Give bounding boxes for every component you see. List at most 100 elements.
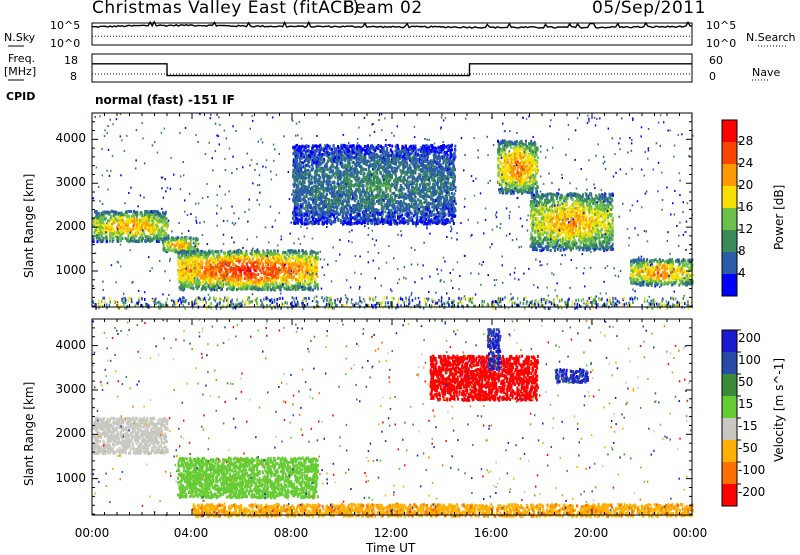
power-cell xyxy=(196,254,198,257)
power-cell xyxy=(161,221,163,224)
power-cell xyxy=(113,232,115,235)
power-cell xyxy=(314,281,316,284)
power-cell xyxy=(337,150,339,153)
power-cell xyxy=(195,267,197,270)
power-cell xyxy=(122,216,124,219)
power-cell xyxy=(299,195,301,198)
power-cell xyxy=(181,287,183,290)
power-cell xyxy=(177,260,179,263)
power-cell xyxy=(190,270,192,273)
power-cell xyxy=(147,211,149,214)
power-cell xyxy=(451,192,453,195)
power-cell xyxy=(177,273,179,276)
power-cell xyxy=(189,237,191,240)
power-cell xyxy=(295,286,297,289)
power-cell xyxy=(151,210,153,213)
power-cell xyxy=(179,246,181,249)
power-cell xyxy=(109,240,111,243)
power-cell xyxy=(238,266,240,269)
power-cell xyxy=(100,225,102,228)
power-cell xyxy=(257,273,259,276)
power-cell xyxy=(267,283,269,286)
power-cell xyxy=(285,251,287,254)
power-cell xyxy=(453,222,455,225)
power-cell xyxy=(246,262,248,265)
power-cell xyxy=(133,238,135,241)
power-cell xyxy=(192,281,194,284)
power-cell xyxy=(195,286,197,289)
power-cell xyxy=(304,274,306,277)
power-cell xyxy=(328,176,330,179)
power-cell xyxy=(454,145,456,148)
power-cell xyxy=(317,256,319,259)
power-cell xyxy=(301,265,303,268)
power-cell xyxy=(402,146,404,149)
power-cell xyxy=(273,279,275,282)
power-cell xyxy=(136,223,138,226)
power-cell xyxy=(187,256,189,259)
power-cell xyxy=(114,211,116,214)
power-cell xyxy=(154,231,156,234)
power-cell xyxy=(221,256,223,259)
power-cell xyxy=(146,239,148,242)
power-cell xyxy=(273,257,275,260)
power-cell xyxy=(145,211,147,214)
power-cell xyxy=(134,220,136,223)
power-cell xyxy=(208,271,210,274)
power-cell xyxy=(317,190,319,193)
power-cell xyxy=(366,198,368,201)
power-cell xyxy=(316,269,318,272)
power-cell xyxy=(197,266,199,269)
power-cell xyxy=(175,250,177,253)
power-cell xyxy=(213,259,215,262)
power-cell xyxy=(336,173,338,176)
power-cell xyxy=(187,265,189,268)
power-cell xyxy=(249,282,251,285)
power-cell xyxy=(211,285,213,288)
power-cell xyxy=(325,196,327,199)
power-cell xyxy=(180,267,182,270)
power-cell xyxy=(306,222,308,225)
power-cell xyxy=(271,263,273,266)
power-cell xyxy=(149,222,151,225)
power-cell xyxy=(159,220,161,223)
power-cell xyxy=(394,198,396,201)
power-cell xyxy=(236,273,238,276)
power-cell xyxy=(192,257,194,260)
power-cell xyxy=(106,211,108,214)
power-cell xyxy=(265,265,267,268)
power-cell xyxy=(275,282,277,285)
power-cell xyxy=(215,277,217,280)
power-cell xyxy=(223,264,225,267)
power-cell xyxy=(267,251,269,254)
power-cell xyxy=(143,217,145,220)
power-cell xyxy=(306,287,308,290)
power-cell xyxy=(299,268,301,271)
power-cell xyxy=(277,250,279,253)
power-cell xyxy=(406,162,408,165)
power-cell xyxy=(315,266,317,269)
power-cell xyxy=(242,263,244,266)
power-cell xyxy=(280,262,282,265)
power-cell xyxy=(168,249,170,252)
power-cell xyxy=(334,176,336,179)
power-cell xyxy=(215,261,217,264)
power-cell xyxy=(144,227,146,230)
power-cell xyxy=(101,233,103,236)
power-cell xyxy=(356,161,358,164)
power-cell xyxy=(298,286,300,289)
power-cell xyxy=(449,187,451,190)
power-cell xyxy=(141,226,143,229)
power-cell xyxy=(270,250,272,253)
power-cell xyxy=(402,218,404,221)
power-cell xyxy=(302,249,304,252)
power-cell xyxy=(211,251,213,254)
power-cell xyxy=(449,175,451,178)
power-cell xyxy=(308,276,310,279)
power-cell xyxy=(218,264,220,267)
power-cell xyxy=(261,260,263,263)
power-cell xyxy=(179,277,181,280)
power-cell xyxy=(185,262,187,265)
power-cell xyxy=(118,216,120,219)
power-cell xyxy=(163,239,165,242)
